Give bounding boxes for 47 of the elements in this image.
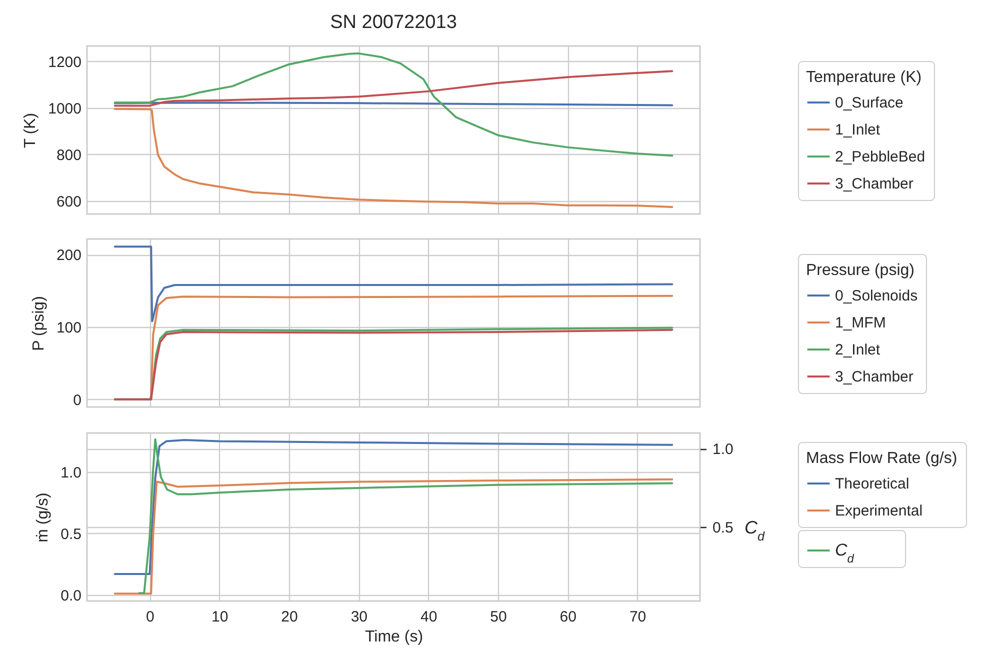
chart-title: SN 200722013 <box>330 12 457 33</box>
y-tick-label: 1.0 <box>60 464 82 482</box>
x-tick-label: 20 <box>281 608 298 626</box>
legend-label: 3_Chamber <box>835 176 914 192</box>
y-tick-label: 800 <box>56 146 82 164</box>
line-series <box>114 52 674 157</box>
line-series <box>114 70 674 107</box>
y-tick-label: 0.5 <box>60 526 82 543</box>
x-tick-label: 50 <box>490 608 507 626</box>
y-axis-title: P (psig) <box>30 296 48 351</box>
line-series <box>114 478 674 595</box>
line-series <box>114 246 674 322</box>
x-axis-title: Time (s) <box>364 628 424 646</box>
legend-title: Temperature (K) <box>806 69 922 86</box>
x-tick-label: 40 <box>420 608 438 626</box>
y-axis-title: T (K) <box>22 112 40 148</box>
y-tick-label: 1200 <box>48 54 82 71</box>
y-axis-title: ṁ (g/s) <box>34 492 52 542</box>
x-tick-label: 30 <box>350 608 368 626</box>
legend-label: 1_Inlet <box>835 122 881 138</box>
x-tick-label: 70 <box>629 608 646 626</box>
line-series <box>138 438 674 594</box>
legend-label: 1_MFM <box>835 314 886 332</box>
line-series <box>114 108 674 208</box>
text: 0_Solenoids <box>835 288 918 304</box>
x-tick-label: 0 <box>146 608 154 626</box>
legend-label: Experimental <box>835 502 923 520</box>
legend-title: Pressure (psig) <box>806 262 914 279</box>
legend-title: Mass Flow Rate (g/s) <box>806 450 958 467</box>
legend-label: 2_Inlet <box>835 342 881 358</box>
legend-label: 2_PebbleBed <box>835 148 926 166</box>
y-tick-label: 1000 <box>48 100 82 118</box>
x-tick-label: 60 <box>560 608 576 626</box>
y-tick-label: 0.0 <box>60 587 82 604</box>
x-tick-label: 10 <box>212 608 228 626</box>
legend-label: 0_Surface <box>835 94 904 112</box>
y2-tick-label: 1.0 <box>712 441 734 458</box>
text: Theoretical <box>835 476 910 492</box>
y-tick-label: 600 <box>56 193 82 210</box>
legend-label: C$_{d}$ <box>835 540 854 566</box>
y2-tick-label: 0.5 <box>712 520 734 537</box>
line-series <box>114 439 674 575</box>
y-tick-label: 200 <box>56 247 82 264</box>
y-tick-label: 100 <box>56 319 82 336</box>
y-tick-label: 0 <box>73 392 82 409</box>
y2-axis-title: C$_{d}$ <box>744 518 766 544</box>
legend-label: 3_Chamber <box>835 368 914 386</box>
